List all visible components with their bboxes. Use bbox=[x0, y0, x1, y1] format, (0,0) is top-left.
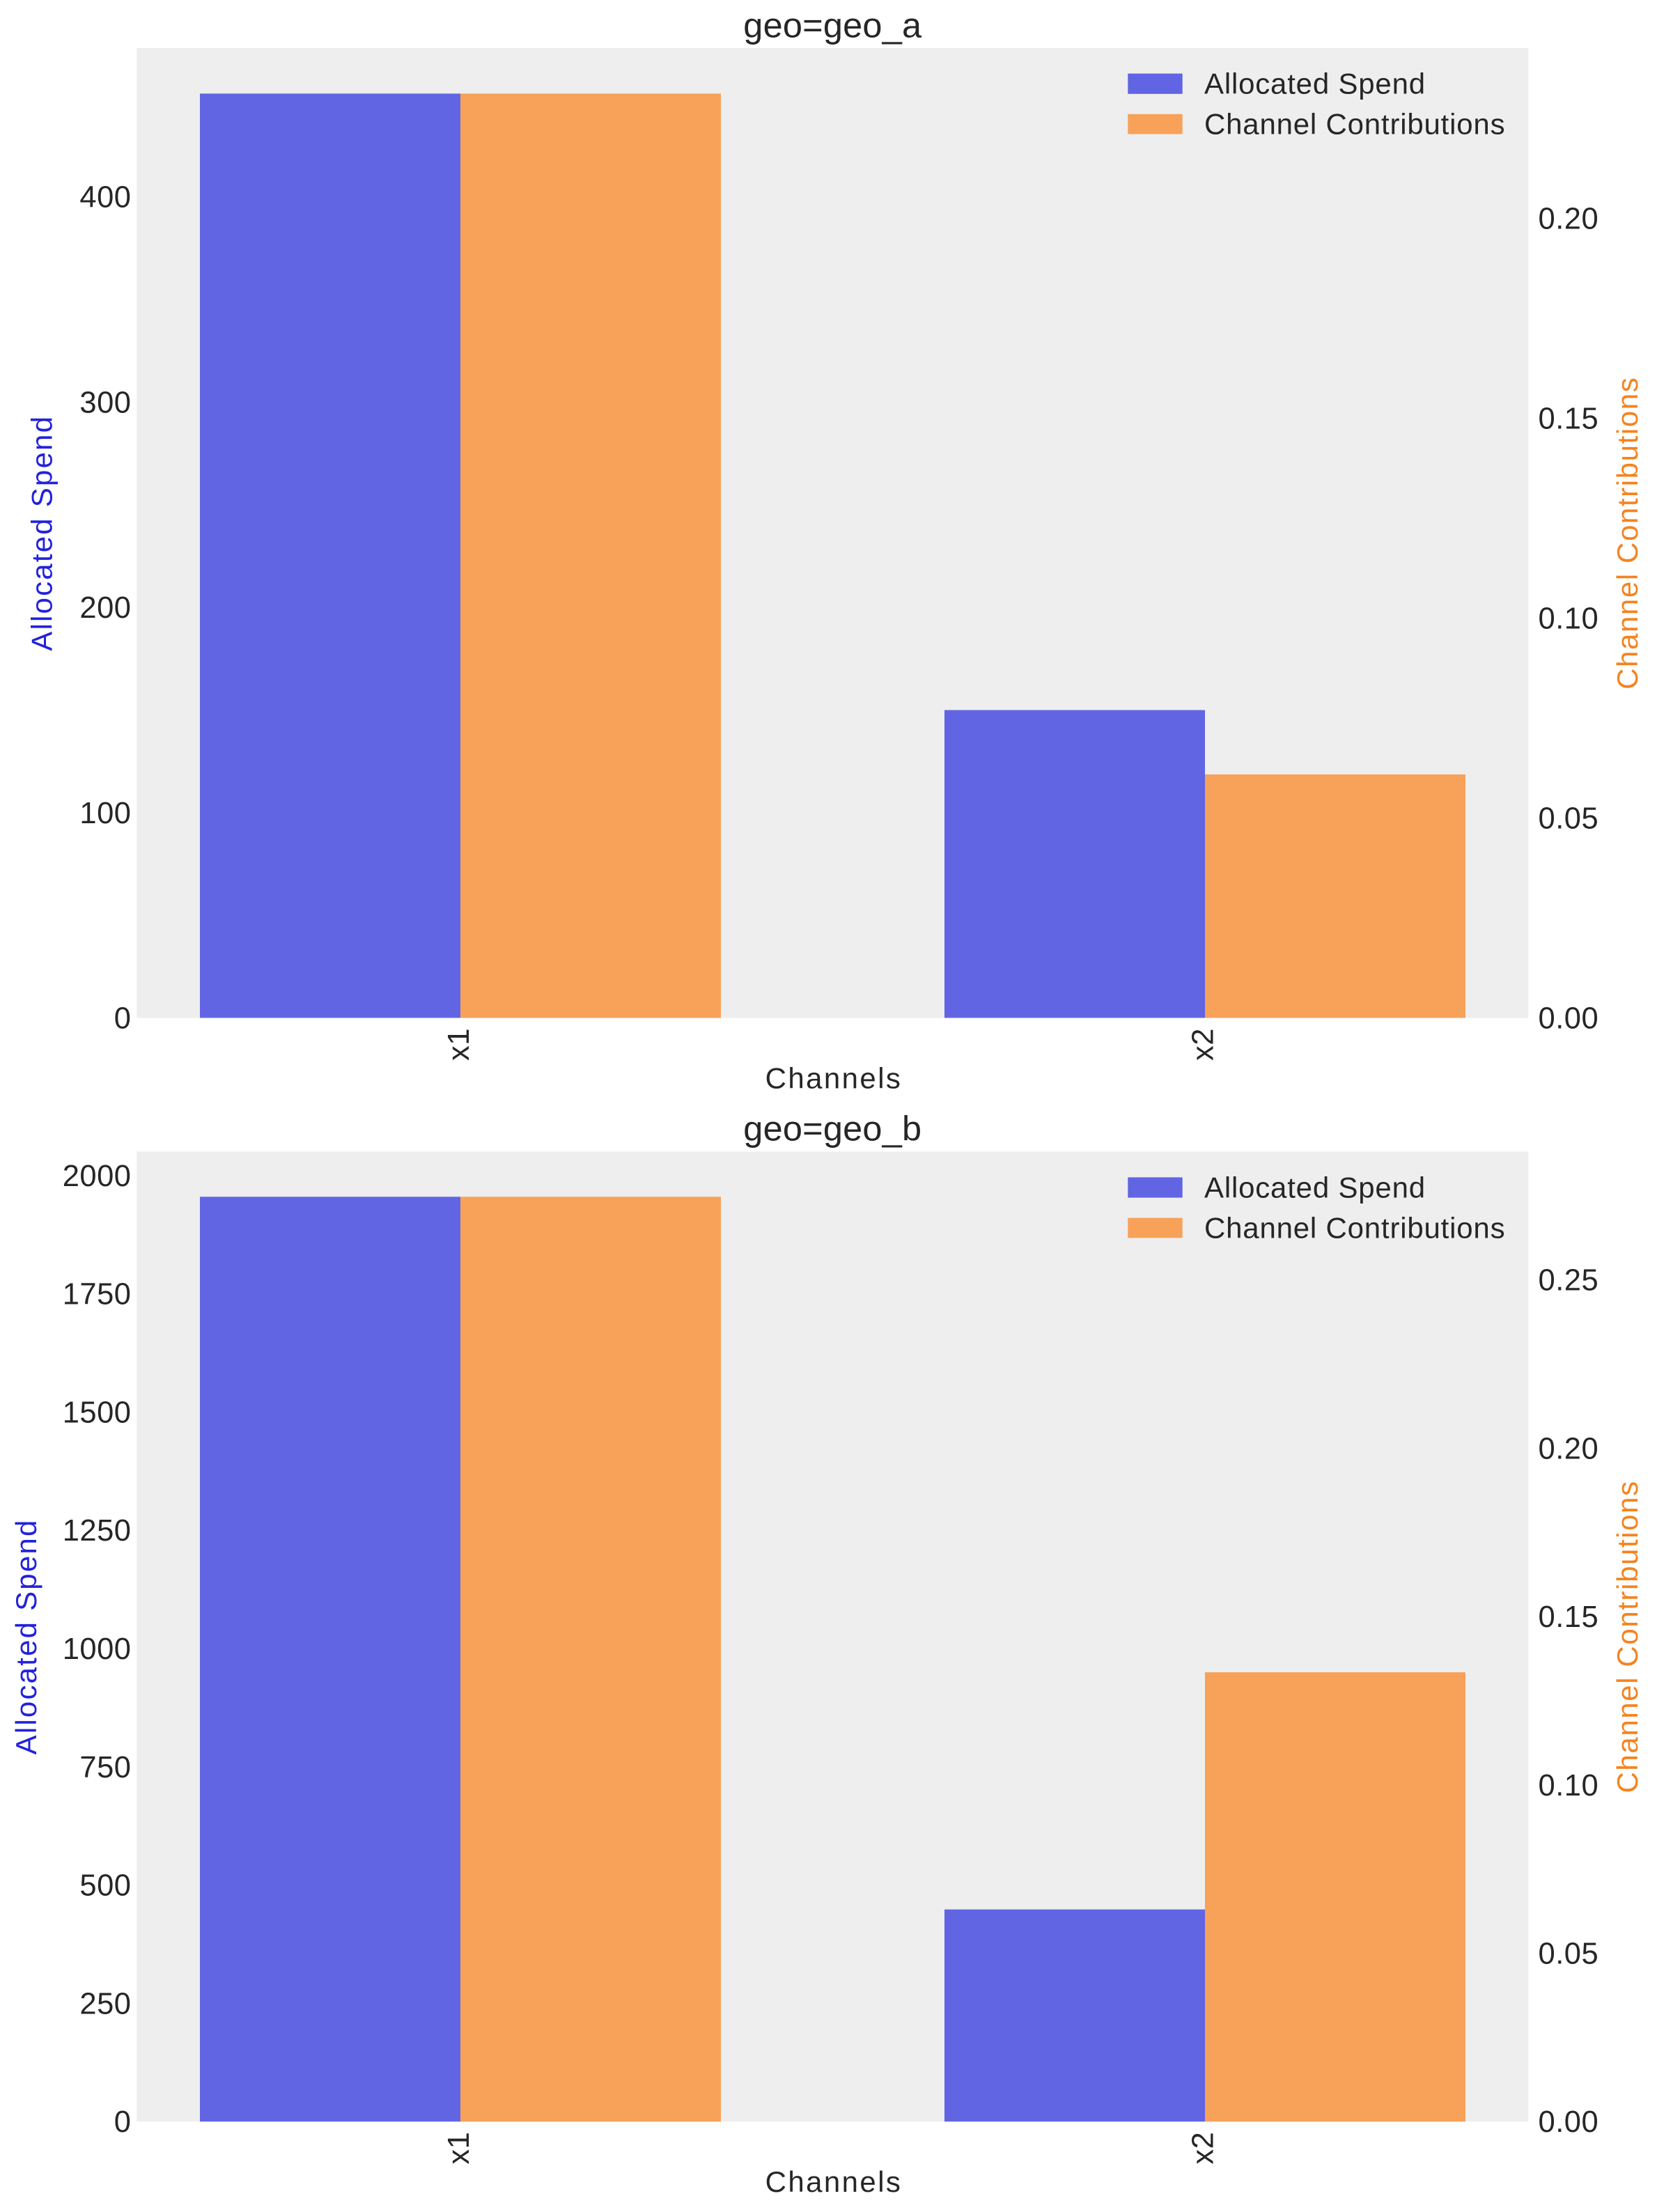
svg-text:0.00: 0.00 bbox=[1539, 1002, 1599, 1036]
svg-text:x2: x2 bbox=[1187, 2132, 1220, 2165]
svg-text:250: 250 bbox=[79, 1987, 131, 2020]
svg-text:Channel Contributions: Channel Contributions bbox=[1204, 1211, 1505, 1244]
svg-text:Allocated Spend: Allocated Spend bbox=[10, 1518, 42, 1754]
svg-text:0.00: 0.00 bbox=[1539, 2105, 1599, 2139]
svg-text:Allocated Spend: Allocated Spend bbox=[1204, 68, 1426, 100]
svg-text:1500: 1500 bbox=[63, 1396, 132, 1429]
svg-text:x1: x1 bbox=[442, 1028, 476, 1061]
svg-text:1250: 1250 bbox=[63, 1514, 132, 1548]
svg-text:x1: x1 bbox=[442, 2132, 476, 2165]
svg-text:750: 750 bbox=[79, 1751, 131, 1784]
svg-text:200: 200 bbox=[79, 591, 131, 625]
svg-text:Allocated Spend: Allocated Spend bbox=[26, 415, 59, 651]
svg-text:0.15: 0.15 bbox=[1539, 1600, 1599, 1634]
svg-text:1750: 1750 bbox=[63, 1278, 132, 1311]
svg-text:0.20: 0.20 bbox=[1539, 203, 1599, 236]
svg-text:geo=geo_a: geo=geo_a bbox=[743, 6, 922, 45]
svg-text:Channel Contributions: Channel Contributions bbox=[1611, 377, 1644, 690]
svg-text:Allocated Spend: Allocated Spend bbox=[1204, 1171, 1426, 1204]
svg-text:0.10: 0.10 bbox=[1539, 1769, 1599, 1802]
svg-text:0.15: 0.15 bbox=[1539, 403, 1599, 436]
svg-text:400: 400 bbox=[79, 181, 131, 215]
svg-text:0.25: 0.25 bbox=[1539, 1264, 1599, 1298]
svg-text:Channels: Channels bbox=[765, 1061, 903, 1094]
svg-text:0.20: 0.20 bbox=[1539, 1432, 1599, 1465]
svg-text:geo=geo_b: geo=geo_b bbox=[743, 1109, 921, 1148]
svg-text:0: 0 bbox=[114, 1002, 132, 1036]
svg-text:0: 0 bbox=[114, 2105, 132, 2139]
svg-text:0.05: 0.05 bbox=[1539, 1938, 1599, 1971]
svg-text:Channel Contributions: Channel Contributions bbox=[1204, 108, 1505, 141]
svg-text:2000: 2000 bbox=[63, 1160, 132, 1193]
svg-text:Channels: Channels bbox=[765, 2165, 903, 2198]
svg-text:1000: 1000 bbox=[63, 1633, 132, 1666]
svg-text:Channel Contributions: Channel Contributions bbox=[1611, 1480, 1644, 1793]
svg-text:300: 300 bbox=[79, 386, 131, 419]
svg-text:100: 100 bbox=[79, 797, 131, 830]
svg-text:0.05: 0.05 bbox=[1539, 802, 1599, 836]
svg-text:500: 500 bbox=[79, 1869, 131, 1903]
svg-text:0.10: 0.10 bbox=[1539, 602, 1599, 636]
svg-text:x2: x2 bbox=[1187, 1028, 1220, 1061]
